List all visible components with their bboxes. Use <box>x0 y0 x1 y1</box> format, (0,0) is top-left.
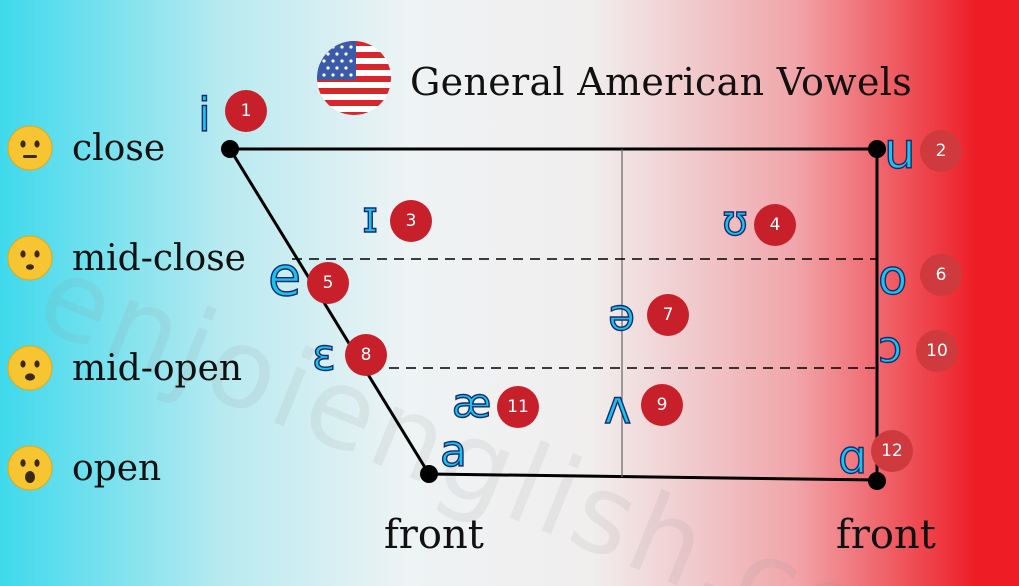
vowel-symbol: ɛ <box>311 330 336 381</box>
neutral-face-icon <box>7 125 53 171</box>
corner-dot <box>221 140 239 158</box>
number-badge: 2 <box>920 130 962 172</box>
row-label-open: open <box>72 447 162 489</box>
us-flag-icon <box>317 41 391 115</box>
row-label-mid-close: mid-close <box>72 237 246 279</box>
number-badge: 3 <box>390 200 432 242</box>
vowel-symbol: ɪ <box>361 192 379 243</box>
number-badge: 4 <box>754 204 796 246</box>
vowel-symbol: ɔ <box>877 322 903 373</box>
vowel-symbol: ɑ <box>837 430 868 484</box>
number-badge: 1 <box>225 90 267 132</box>
open-mouth-face-icon <box>7 345 53 391</box>
row-mid-open: mid-open <box>0 344 242 392</box>
row-label-close: close <box>72 127 166 169</box>
number-badge: 7 <box>647 294 689 336</box>
vowel-symbol: ʌ <box>603 380 632 434</box>
row-open: open <box>0 444 161 492</box>
page-title: General American Vowels <box>410 60 913 104</box>
number-badge: 12 <box>871 430 913 472</box>
vowel-symbol: æ <box>451 381 492 427</box>
corner-dot <box>420 465 438 483</box>
number-badge: 5 <box>307 262 349 304</box>
trapezoid-outline <box>227 147 879 482</box>
corner-dot <box>868 472 886 490</box>
number-badge: 8 <box>345 334 387 376</box>
vowel-symbol: ə <box>607 290 636 341</box>
vowel-symbol: ʊ <box>721 196 748 245</box>
vowel-symbol: e <box>267 245 302 308</box>
row-label-mid-open: mid-open <box>72 347 243 389</box>
bottom-label-left: front <box>384 512 484 558</box>
open-mouth-face-icon <box>7 235 53 281</box>
vowel-symbol: i <box>197 88 211 142</box>
vowel-symbol: o <box>877 250 908 306</box>
number-badge: 10 <box>916 330 958 372</box>
number-badge: 9 <box>641 384 683 426</box>
number-badge: 6 <box>920 254 962 296</box>
bottom-label-right: front <box>836 512 936 558</box>
number-badge: 11 <box>497 386 539 428</box>
vowel-symbol: u <box>883 122 916 180</box>
row-mid-close: mid-close <box>0 234 246 282</box>
hushed-face-icon <box>7 445 53 491</box>
corner-dot <box>868 140 886 158</box>
vowel-symbol: a <box>439 426 467 477</box>
row-close: close <box>0 124 165 172</box>
